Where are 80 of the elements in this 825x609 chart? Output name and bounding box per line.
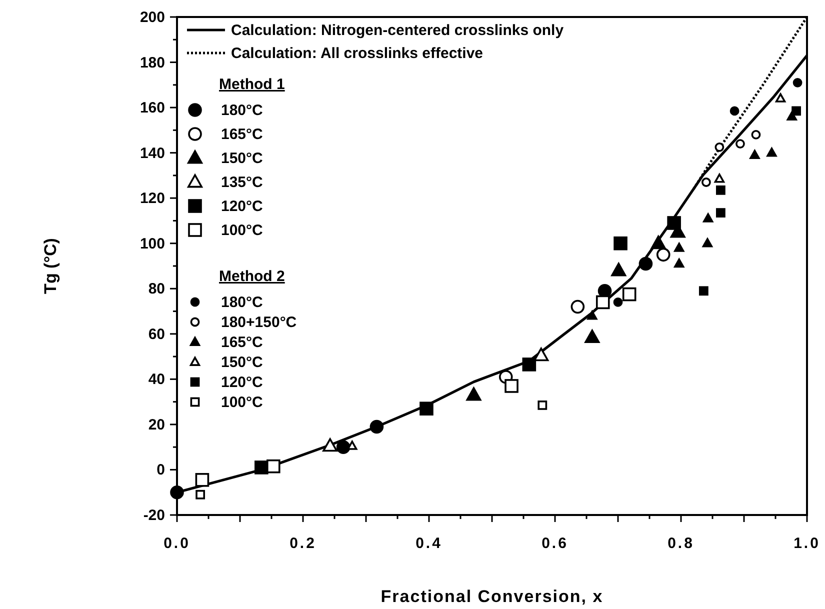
point xyxy=(534,348,549,362)
legend-label: 180°C xyxy=(221,294,264,311)
y-tick-label: 20 xyxy=(148,416,165,434)
y-tick-label: 40 xyxy=(148,371,165,388)
point xyxy=(730,106,740,116)
point xyxy=(736,139,745,148)
y-tick-label: 60 xyxy=(148,326,165,343)
legend-label: 165°C xyxy=(221,334,264,351)
legend-label: 180+150°C xyxy=(221,314,297,331)
x-axis-title: Fractional Conversion, x xyxy=(380,587,604,606)
y-tick-label: 120 xyxy=(140,190,165,208)
point xyxy=(714,174,725,183)
point xyxy=(613,298,623,307)
point xyxy=(667,216,681,230)
point xyxy=(522,358,536,372)
point xyxy=(570,300,585,314)
point xyxy=(766,148,777,157)
legend-label: 150°C xyxy=(221,354,264,371)
point xyxy=(792,78,802,88)
point xyxy=(370,420,384,434)
point xyxy=(584,330,600,344)
point xyxy=(266,459,280,474)
x-tick-label: 0.0 xyxy=(164,535,190,552)
y-tick-label: 100 xyxy=(140,235,165,252)
x-tick-label: 0.4 xyxy=(416,535,442,552)
legend-label: 120°C xyxy=(221,198,264,215)
y-tick-label: 200 xyxy=(140,9,165,26)
point xyxy=(587,310,598,320)
point xyxy=(538,400,548,410)
point xyxy=(322,438,338,452)
point xyxy=(792,106,801,116)
point xyxy=(775,93,786,102)
point xyxy=(714,142,724,152)
point xyxy=(336,440,350,454)
point xyxy=(716,185,726,195)
point xyxy=(195,473,210,487)
point xyxy=(622,287,636,302)
point xyxy=(420,402,434,416)
point xyxy=(716,208,726,218)
point xyxy=(702,238,713,248)
point xyxy=(466,387,482,401)
point xyxy=(504,379,518,393)
legend-label: 120°C xyxy=(221,374,264,391)
point xyxy=(703,213,714,222)
point xyxy=(751,130,761,140)
annotation: Method 2 xyxy=(219,268,285,285)
x-tick-label: 0.8 xyxy=(668,535,694,552)
y-tick-label: 0 xyxy=(156,462,165,479)
legend-label: 100°C xyxy=(221,394,264,411)
point xyxy=(638,256,653,271)
point xyxy=(611,262,626,276)
x-tick-label: 0.2 xyxy=(290,535,316,552)
point xyxy=(614,236,628,250)
point xyxy=(650,236,666,250)
annotation: Method 1 xyxy=(219,76,285,93)
y-tick-label: 80 xyxy=(148,280,165,298)
x-tick-label: 0.6 xyxy=(542,535,568,552)
point xyxy=(196,490,206,500)
y-tick-label: 160 xyxy=(140,100,165,117)
point xyxy=(702,178,711,187)
y-axis-title: Tg (°C) xyxy=(41,238,60,294)
point xyxy=(674,258,684,268)
legend-label: 165°C xyxy=(221,126,264,143)
point xyxy=(596,295,610,310)
point xyxy=(750,150,760,160)
x-tick-label: 1.0 xyxy=(794,535,820,552)
point xyxy=(698,286,708,296)
legend-label: Calculation: Nitrogen-centered crosslinks only xyxy=(231,22,564,39)
legend-label: Calculation: All crosslinks effective xyxy=(231,45,484,62)
y-tick-label: -20 xyxy=(143,507,165,524)
point xyxy=(674,242,684,252)
legend-label: 100°C xyxy=(221,222,264,239)
y-tick-label: 140 xyxy=(140,144,165,162)
y-tick-label: 180 xyxy=(140,54,165,72)
legend-label: 135°C xyxy=(221,174,264,191)
legend-label: 150°C xyxy=(221,150,264,167)
point xyxy=(254,460,268,474)
point xyxy=(656,248,670,262)
legend-label: 180°C xyxy=(221,102,264,119)
point xyxy=(170,485,184,500)
